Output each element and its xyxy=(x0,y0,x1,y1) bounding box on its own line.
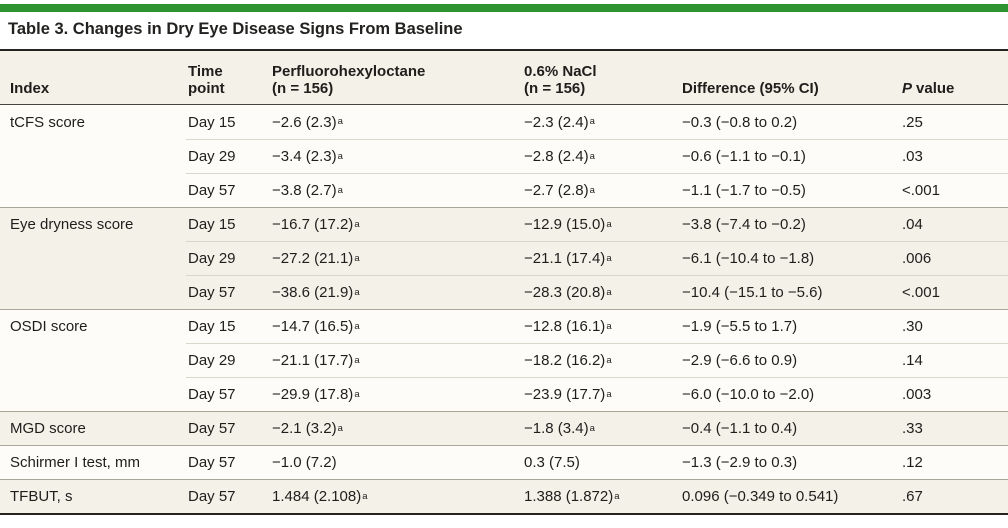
p-value-rest: value xyxy=(916,80,955,97)
cell-pfh: −2.1 (3.2) a xyxy=(272,420,343,437)
col-header-index: Index xyxy=(10,80,50,97)
cell-nacl: −2.3 (2.4) a xyxy=(524,113,595,131)
cell-p-value: .03 xyxy=(900,139,1008,173)
cell-index: Eye dryness score xyxy=(10,216,134,233)
cell-p-value: .67 xyxy=(902,488,923,505)
cell-difference: −3.8 (−7.4 to −0.2) xyxy=(682,216,806,233)
cell-pfh: −38.6 (21.9) a xyxy=(270,275,522,309)
table-header-row: Index Time point Perfluorohexyloctane (n… xyxy=(0,51,1008,105)
cell-difference: −2.9 (−6.6 to 0.9) xyxy=(680,343,900,377)
cell-pfh: −29.9 (17.8) a xyxy=(270,377,522,411)
cell-p-value: .25 xyxy=(902,113,923,131)
cell-time-point: Day 57 xyxy=(186,377,270,411)
cell-pfh: −27.2 (21.1) a xyxy=(270,241,522,275)
cell-nacl: −2.7 (2.8) a xyxy=(522,173,680,207)
data-table: Index Time point Perfluorohexyloctane (n… xyxy=(0,49,1008,515)
cell-index xyxy=(0,377,186,411)
cell-p-value: .04 xyxy=(902,216,923,233)
table-row: Day 57 −38.6 (21.9) a −28.3 (20.8) a −10.4… xyxy=(0,275,1008,309)
cell-difference: −0.4 (−1.1 to 0.4) xyxy=(682,420,798,437)
cell-pfh: −21.1 (17.7) a xyxy=(270,343,522,377)
table-row: Schirmer I test, mm Day 57 −1.0 (7.2) 0.… xyxy=(0,445,1008,479)
cell-pfh: −1.0 (7.2) xyxy=(272,454,337,471)
table-row: Day 57 −3.8 (2.7) a −2.7 (2.8) a −1.1 (−1.… xyxy=(0,173,1008,207)
cell-time-point: Day 15 xyxy=(188,318,236,335)
cell-nacl: −12.9 (15.0) a xyxy=(524,216,612,233)
cell-difference: −0.3 (−0.8 to 0.2) xyxy=(682,113,798,131)
cell-p-value: <.001 xyxy=(900,173,1008,207)
cell-pfh: 1.484 (2.108) a xyxy=(272,488,368,505)
cell-difference: −1.1 (−1.7 to −0.5) xyxy=(680,173,900,207)
cell-time-point: Day 57 xyxy=(188,488,236,505)
cell-nacl: 1.388 (1.872) a xyxy=(524,488,620,505)
col-header-time-point: Time point xyxy=(188,63,225,97)
cell-p-value: .30 xyxy=(902,318,923,335)
cell-index: tCFS score xyxy=(10,113,86,131)
cell-index xyxy=(0,173,186,207)
cell-difference: −0.6 (−1.1 to −0.1) xyxy=(680,139,900,173)
table-row: OSDI score Day 15 −14.7 (16.5) a −12.8 (1… xyxy=(0,309,1008,343)
cell-index: OSDI score xyxy=(10,318,88,335)
cell-pfh: −14.7 (16.5) a xyxy=(272,318,360,335)
p-value-italic: P xyxy=(902,80,913,97)
cell-nacl: −1.8 (3.4) a xyxy=(524,420,595,437)
col-header-difference: Difference (95% CI) xyxy=(682,80,819,97)
cell-nacl: 0.3 (7.5) xyxy=(524,454,580,471)
cell-p-value: .14 xyxy=(900,343,1008,377)
cell-index: Schirmer I test, mm xyxy=(10,454,141,471)
cell-p-value: .003 xyxy=(900,377,1008,411)
col-header-nacl: 0.6% NaCl (n = 156) xyxy=(524,63,597,97)
cell-time-point: Day 29 xyxy=(186,343,270,377)
cell-index xyxy=(0,139,186,173)
cell-index: MGD score xyxy=(10,420,86,437)
table-accent-bar xyxy=(0,4,1008,12)
table-row: Day 29 −27.2 (21.1) a −21.1 (17.4) a −6.1 … xyxy=(0,241,1008,275)
cell-time-point: Day 57 xyxy=(186,173,270,207)
cell-difference: −6.1 (−10.4 to −1.8) xyxy=(680,241,900,275)
cell-difference: 0.096 (−0.349 to 0.541) xyxy=(682,488,839,505)
cell-nacl: −23.9 (17.7) a xyxy=(522,377,680,411)
cell-difference: −6.0 (−10.0 to −2.0) xyxy=(680,377,900,411)
cell-p-value: .33 xyxy=(902,420,923,437)
table-row: Day 29 −3.4 (2.3) a −2.8 (2.4) a −0.6 (−1.… xyxy=(0,139,1008,173)
cell-time-point: Day 57 xyxy=(186,275,270,309)
table-row: Eye dryness score Day 15 −16.7 (17.2) a −… xyxy=(0,207,1008,241)
cell-time-point: Day 29 xyxy=(186,241,270,275)
cell-pfh: −3.4 (2.3) a xyxy=(270,139,522,173)
cell-nacl: −12.8 (16.1) a xyxy=(524,318,612,335)
cell-index xyxy=(0,343,186,377)
cell-nacl: −28.3 (20.8) a xyxy=(522,275,680,309)
cell-nacl: −18.2 (16.2) a xyxy=(522,343,680,377)
cell-difference: −10.4 (−15.1 to −5.6) xyxy=(680,275,900,309)
cell-nacl: −21.1 (17.4) a xyxy=(522,241,680,275)
table-row: TFBUT, s Day 57 1.484 (2.108) a 1.388 (1.… xyxy=(0,479,1008,513)
cell-p-value: <.001 xyxy=(900,275,1008,309)
cell-time-point: Day 29 xyxy=(186,139,270,173)
cell-time-point: Day 15 xyxy=(188,216,236,233)
cell-p-value: .12 xyxy=(902,454,923,471)
cell-time-point: Day 15 xyxy=(188,113,236,131)
table-title: Table 3. Changes in Dry Eye Disease Sign… xyxy=(8,20,463,38)
cell-nacl: −2.8 (2.4) a xyxy=(522,139,680,173)
col-header-perfluorohexyloctane: Perfluorohexyloctane (n = 156) xyxy=(272,63,426,97)
cell-difference: −1.9 (−5.5 to 1.7) xyxy=(682,318,798,335)
cell-time-point: Day 57 xyxy=(188,420,236,437)
cell-index xyxy=(0,241,186,275)
cell-index xyxy=(0,275,186,309)
cell-pfh: −16.7 (17.2) a xyxy=(272,216,360,233)
cell-p-value: .006 xyxy=(900,241,1008,275)
cell-index: TFBUT, s xyxy=(10,488,73,505)
table-row: Day 57 −29.9 (17.8) a −23.9 (17.7) a −6.0 … xyxy=(0,377,1008,411)
table-row: tCFS score Day 15 −2.6 (2.3) a −2.3 (2.4)… xyxy=(0,105,1008,139)
table-row: MGD score Day 57 −2.1 (3.2) a −1.8 (3.4) a… xyxy=(0,411,1008,445)
table-row: Day 29 −21.1 (17.7) a −18.2 (16.2) a −2.9 … xyxy=(0,343,1008,377)
cell-difference: −1.3 (−2.9 to 0.3) xyxy=(682,454,798,471)
cell-pfh: −2.6 (2.3) a xyxy=(272,113,343,131)
cell-pfh: −3.8 (2.7) a xyxy=(270,173,522,207)
cell-time-point: Day 57 xyxy=(188,454,236,471)
